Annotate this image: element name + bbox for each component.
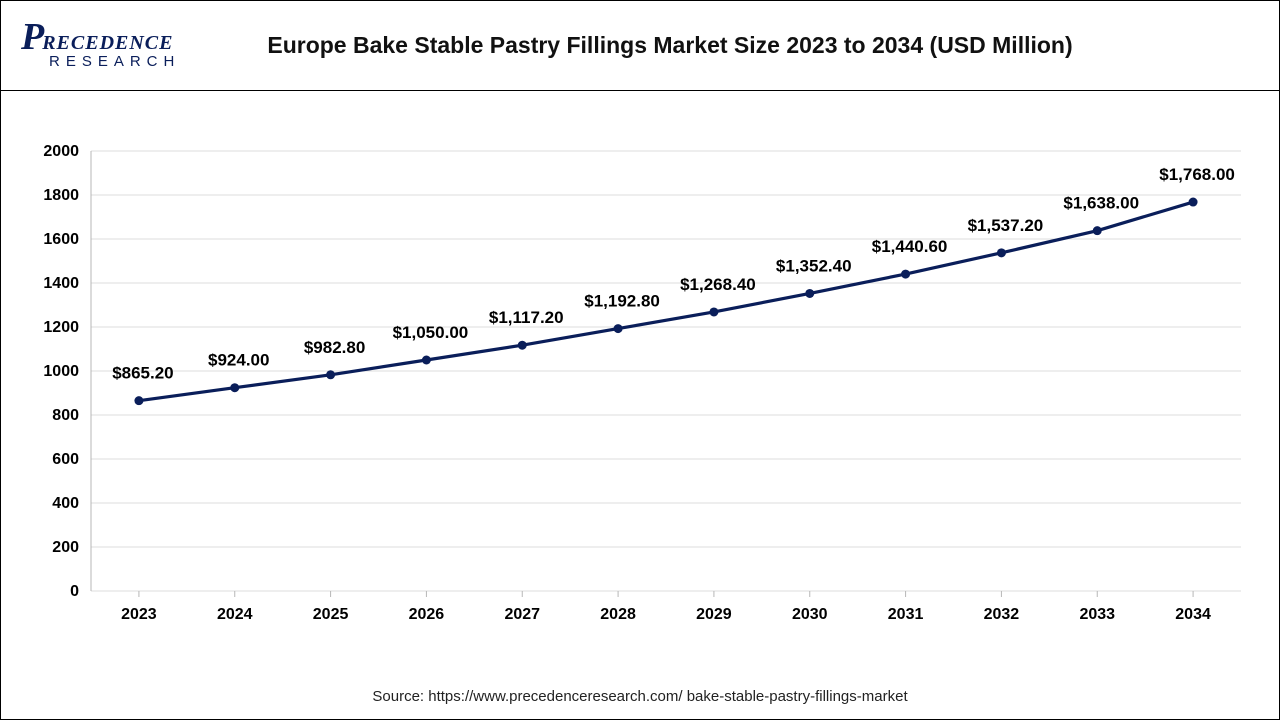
svg-text:600: 600 [52, 451, 79, 468]
svg-text:1000: 1000 [43, 363, 79, 380]
svg-text:200: 200 [52, 539, 79, 556]
svg-text:2029: 2029 [696, 606, 732, 623]
svg-text:2024: 2024 [217, 606, 253, 623]
svg-text:2031: 2031 [888, 606, 924, 623]
svg-text:2032: 2032 [984, 606, 1020, 623]
svg-text:800: 800 [52, 407, 79, 424]
svg-text:2030: 2030 [792, 606, 828, 623]
svg-text:$1,352.40: $1,352.40 [776, 256, 852, 275]
svg-text:2033: 2033 [1079, 606, 1115, 623]
svg-text:2034: 2034 [1175, 606, 1211, 623]
chart-title: Europe Bake Stable Pastry Fillings Marke… [201, 32, 1259, 59]
svg-text:1600: 1600 [43, 231, 79, 248]
logo-letter: P [21, 22, 44, 52]
svg-text:1800: 1800 [43, 187, 79, 204]
svg-text:400: 400 [52, 495, 79, 512]
svg-text:$1,192.80: $1,192.80 [584, 292, 660, 311]
header: P RECEDENCE RESEARCH Europe Bake Stable … [1, 1, 1279, 91]
svg-text:1400: 1400 [43, 275, 79, 292]
svg-text:0: 0 [70, 583, 79, 600]
svg-text:$1,050.00: $1,050.00 [393, 323, 469, 342]
svg-text:2028: 2028 [600, 606, 636, 623]
svg-text:$1,117.20: $1,117.20 [489, 308, 564, 327]
svg-text:$982.80: $982.80 [304, 338, 365, 357]
svg-text:$1,537.20: $1,537.20 [968, 216, 1044, 235]
plot-container: 0 200 400 600 800 1000 1200 1400 1600 1800 2000 202… [1, 91, 1279, 719]
svg-text:2025: 2025 [313, 606, 349, 623]
svg-text:$924.00: $924.00 [208, 351, 269, 370]
logo-word-2: RESEARCH [49, 53, 201, 70]
svg-text:2027: 2027 [504, 606, 540, 623]
chart-frame: P RECEDENCE RESEARCH Europe Bake Stable … [0, 0, 1280, 720]
source-citation: Source: https://www.precedenceresearch.c… [1, 688, 1279, 705]
brand-logo: P RECEDENCE RESEARCH [21, 11, 201, 81]
svg-text:2023: 2023 [121, 606, 157, 623]
svg-text:2026: 2026 [409, 606, 445, 623]
svg-text:$865.20: $865.20 [112, 364, 173, 383]
logo-word-1: RECEDENCE [42, 32, 173, 55]
svg-text:$1,440.60: $1,440.60 [872, 237, 948, 256]
svg-text:$1,768.00: $1,768.00 [1159, 165, 1235, 184]
svg-text:$1,638.00: $1,638.00 [1063, 194, 1139, 213]
svg-text:1200: 1200 [43, 319, 79, 336]
svg-text:2000: 2000 [43, 143, 79, 160]
svg-text:$1,268.40: $1,268.40 [680, 275, 756, 294]
line-chart: 0 200 400 600 800 1000 1200 1400 1600 1800 2000 202… [1, 91, 1280, 671]
